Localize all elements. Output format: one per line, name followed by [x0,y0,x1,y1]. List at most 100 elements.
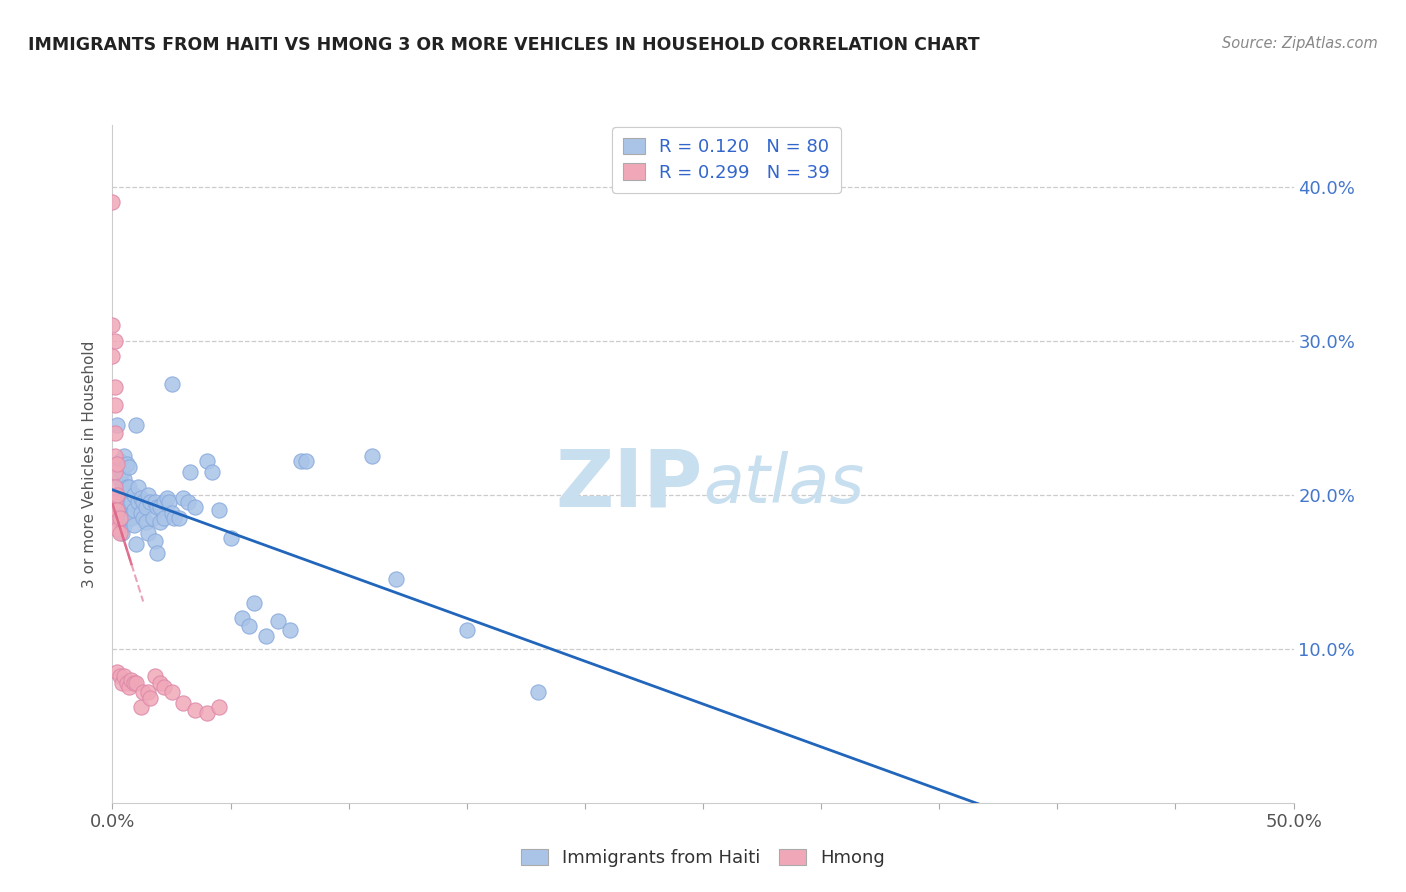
Point [118,680,141,694]
Point [105,488,128,502]
Point [115,480,138,494]
Point [112,518,135,533]
Point [254,629,277,643]
Point [146,546,169,560]
Point [135,500,157,514]
Point [108,510,131,524]
Point [167,510,190,524]
Point [127,495,149,509]
Point [122,675,145,690]
Point [112,503,135,517]
Point [153,495,176,509]
Point [172,696,194,710]
Point [149,516,172,530]
Point [219,531,242,545]
Text: atlas: atlas [703,451,865,517]
Point [112,449,135,463]
Y-axis label: 3 or more Vehicles in Household: 3 or more Vehicles in Household [82,340,97,588]
Point [184,500,207,514]
Point [143,669,166,683]
Point [136,526,159,541]
Point [111,495,134,509]
Point [160,506,183,520]
Point [156,491,179,505]
Point [105,665,128,679]
Point [120,495,142,509]
Point [132,510,155,524]
Point [295,454,318,468]
Point [105,418,128,433]
Point [238,618,260,632]
Point [108,500,131,514]
Point [105,522,128,536]
Point [104,334,127,348]
Point [125,418,148,433]
Point [104,398,127,412]
Point [385,573,408,587]
Point [101,318,124,333]
Point [111,480,134,494]
Point [142,510,165,524]
Point [231,611,253,625]
Point [112,669,135,683]
Point [361,449,384,463]
Point [105,459,128,474]
Point [105,503,128,517]
Point [179,465,201,479]
Point [456,624,478,638]
Point [108,526,131,541]
Point [108,516,131,530]
Point [112,488,135,502]
Point [104,465,127,479]
Point [177,495,200,509]
Text: IMMIGRANTS FROM HAITI VS HMONG 3 OR MORE VEHICLES IN HOUSEHOLD CORRELATION CHART: IMMIGRANTS FROM HAITI VS HMONG 3 OR MORE… [28,36,980,54]
Point [139,495,162,509]
Point [132,685,155,699]
Point [122,518,145,533]
Point [129,506,152,520]
Point [243,595,266,609]
Point [104,449,127,463]
Point [149,500,172,514]
Point [104,480,127,494]
Point [153,680,176,694]
Point [111,510,134,524]
Point [290,454,312,468]
Point [201,465,224,479]
Point [120,673,142,687]
Point [526,685,548,699]
Point [267,614,290,628]
Point [105,488,128,502]
Point [153,510,176,524]
Point [111,465,134,479]
Point [104,425,127,440]
Point [111,675,134,690]
Point [195,706,218,721]
Point [118,495,141,509]
Point [136,488,159,502]
Point [143,533,166,548]
Point [139,691,162,706]
Point [115,495,138,509]
Point [101,349,124,363]
Point [172,491,194,505]
Point [129,491,152,505]
Point [195,454,218,468]
Point [208,503,231,517]
Point [118,459,141,474]
Point [101,194,124,209]
Point [278,624,301,638]
Point [122,503,145,517]
Point [115,675,138,690]
Point [129,700,152,714]
Point [132,495,155,509]
Point [127,480,149,494]
Legend: R = 0.120   N = 80, R = 0.299   N = 39: R = 0.120 N = 80, R = 0.299 N = 39 [613,128,841,193]
Point [208,700,231,714]
Point [149,675,172,690]
Point [122,488,145,502]
Text: Source: ZipAtlas.com: Source: ZipAtlas.com [1222,36,1378,51]
Point [118,510,141,524]
Point [143,495,166,509]
Point [125,675,148,690]
